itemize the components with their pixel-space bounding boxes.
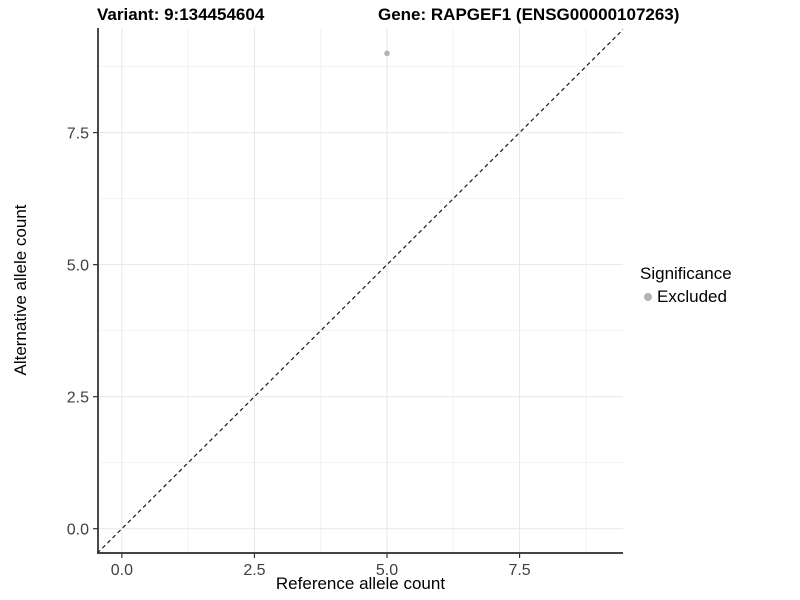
y-tick-label: 0.0: [67, 522, 89, 539]
legend-title: Significance: [640, 264, 732, 283]
variant-title: Variant: 9:134454604: [97, 5, 265, 24]
y-tick-label: 2.5: [67, 390, 89, 407]
excluded-point-icon: [643, 293, 652, 301]
identity-line: [98, 28, 623, 553]
data-point: [384, 50, 390, 57]
x-tick-label: 2.5: [243, 562, 265, 579]
legend-key: [640, 289, 655, 306]
x-tick-label: 0.0: [111, 562, 133, 579]
y-tick-label: 7.5: [67, 126, 89, 143]
legend: Significance Excluded: [640, 264, 790, 307]
x-axis-title: Reference allele count: [275, 574, 446, 593]
x-tick-label: 7.5: [508, 562, 530, 579]
y-tick-label: 5.0: [67, 258, 89, 275]
y-axis-title: Alternative allele count: [11, 204, 30, 376]
x-tick-label: 5.0: [376, 562, 398, 579]
gene-title: Gene: RAPGEF1 (ENSG00000107263): [378, 5, 680, 24]
legend-entry-excluded: Excluded: [640, 287, 790, 307]
legend-entry-label: Excluded: [657, 287, 727, 306]
